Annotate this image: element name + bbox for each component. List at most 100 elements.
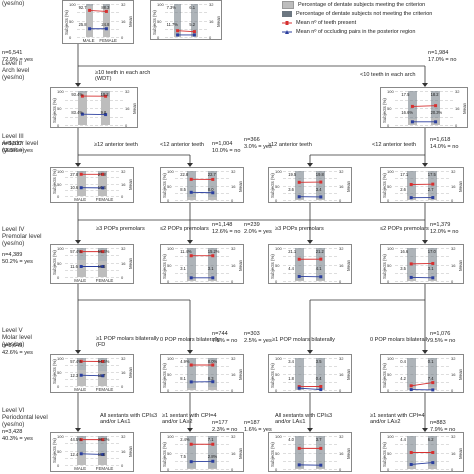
- y2-tick-label: 0: [339, 388, 342, 393]
- stat-l5-right-no-pct: 9.5% = no: [430, 338, 456, 344]
- pairs-mean-line: [81, 374, 103, 377]
- value-label: 11.6: [97, 451, 106, 457]
- y2-tick-label: 32: [451, 169, 456, 174]
- gridline: [283, 460, 337, 462]
- y2-tick-label: 0: [121, 194, 124, 199]
- bar-meeting: [294, 280, 304, 281]
- teeth-mean-line-marker: [101, 360, 105, 363]
- pairs-mean-line-marker: [176, 33, 180, 37]
- gridline: [283, 178, 337, 180]
- pairs-mean-line-marker: [189, 380, 193, 384]
- stat-l5-no-pct: 7.6% = no: [212, 338, 238, 344]
- gridline: [283, 382, 337, 383]
- y2-tick-label: 16: [339, 372, 344, 377]
- y2-tick-label: 16: [121, 18, 126, 24]
- bar-not-meeting: [186, 358, 196, 389]
- value-label: 8.1: [180, 375, 186, 381]
- gridline: [65, 269, 119, 271]
- value-label: 4.1: [315, 266, 322, 272]
- gridline: [395, 390, 449, 391]
- gridline: [395, 452, 449, 454]
- value-label: 22.7: [207, 172, 216, 177]
- gridline: [283, 256, 337, 258]
- bar-not-meeting: [294, 171, 304, 200]
- y2-tick-label: 16: [231, 262, 236, 268]
- gridline: [175, 452, 229, 454]
- gridline: [65, 262, 119, 264]
- teeth-mean-line-marker: [409, 262, 413, 266]
- gridline: [283, 248, 337, 249]
- y-tick-label: 100: [275, 246, 282, 251]
- y2-tick-label: 0: [451, 388, 454, 393]
- y2-tick-label: 0: [339, 467, 342, 472]
- y-tick-label: 50: [167, 183, 172, 189]
- x-axis-label: FEMALE: [99, 38, 117, 43]
- stat-l5-right-yes-pct: 2.5% = yes: [244, 338, 272, 344]
- y2-tick-label: 16: [231, 183, 236, 189]
- mean-lines: [80, 94, 108, 117]
- teeth-mean-line-marker: [211, 254, 215, 258]
- stat-l4-right-no-n: n=1,379: [430, 222, 451, 228]
- stat-l4-right-no-pct: 12.0% = no: [430, 229, 459, 235]
- teeth-mean-line-marker: [211, 177, 215, 181]
- criterion-l5-no-right: 0 POP molars bilaterally: [370, 337, 430, 343]
- legend-item-teeth: Mean nº of teeth present: [282, 18, 432, 27]
- gridline: [65, 177, 119, 179]
- y2-tick-label: 0: [121, 463, 124, 468]
- teeth-mean-line-marker: [189, 254, 193, 258]
- bar-not-meeting: [208, 171, 218, 197]
- bar-meeting: [316, 468, 326, 469]
- bar-not-meeting: [428, 358, 438, 387]
- gridline: [65, 277, 119, 278]
- teeth-mean-line-marker: [104, 94, 108, 98]
- gridline: [65, 450, 119, 452]
- y2-tick-label: 16: [451, 450, 456, 456]
- y2-tick-label: 0: [231, 388, 234, 393]
- pairs-mean-line-marker: [101, 374, 105, 378]
- y2-tick-label: 0: [121, 275, 124, 280]
- y2-tick-label: 0: [209, 35, 212, 40]
- bar-meeting: [294, 468, 304, 469]
- value-label: 27.8: [97, 172, 106, 177]
- mini-chart-panel: Subjects (%) Mean 44.5% 38.3% 12.4 11.6 100 50 0…: [50, 432, 134, 472]
- bar-not-meeting: [77, 91, 88, 94]
- mini-chart-panel: Subjects (%) Mean 7.3% 6.1 11.7% 5.2 100 50 0 32 1…: [150, 0, 222, 40]
- value-label: 2.7: [427, 186, 434, 192]
- legend-item-meeting: Percentage of dentate subjects meeting t…: [282, 0, 432, 9]
- y2-tick-label: 0: [231, 198, 234, 203]
- gridline: [165, 4, 207, 5]
- gridline: [395, 444, 449, 446]
- y-tick-label: 0: [69, 35, 72, 40]
- top-yesno: (yes/no): [2, 0, 25, 7]
- gridline: [395, 108, 453, 109]
- y-tick-label: 0: [275, 388, 278, 393]
- y-tick-label: 50: [275, 372, 280, 377]
- gridline: [395, 178, 449, 180]
- value-label: 3.1: [427, 266, 434, 272]
- bar-not-meeting: [98, 358, 108, 371]
- gridline: [395, 192, 449, 194]
- teeth-mean-line-marker: [79, 359, 83, 363]
- y-tick-label: 50: [69, 18, 74, 24]
- teeth-mean-line: [412, 105, 436, 107]
- y2-tick-label: 16: [121, 260, 126, 266]
- bar-not-meeting: [98, 171, 108, 175]
- teeth-mean-line-marker: [431, 182, 435, 186]
- bar-not-meeting: [174, 4, 181, 35]
- y2-tick-label: 16: [121, 370, 126, 375]
- value-label: 3.4: [288, 359, 294, 364]
- bar-meeting: [186, 388, 196, 390]
- value-label: 7.3%: [166, 5, 176, 10]
- y2-tick-label: 16: [339, 262, 344, 268]
- bar-meeting: [186, 468, 196, 469]
- bar-not-meeting: [103, 4, 110, 8]
- bar-meeting: [76, 174, 86, 196]
- teeth-mean-line-marker: [319, 446, 323, 450]
- y2-tick-label: 16: [339, 450, 344, 456]
- value-label: 8.0%: [207, 359, 218, 364]
- gridline: [283, 185, 337, 187]
- y2-tick-label: 0: [231, 279, 234, 284]
- teeth-mean-line-marker: [297, 180, 301, 184]
- mean-lines: [189, 177, 215, 195]
- teeth-mean-line-marker: [101, 250, 105, 254]
